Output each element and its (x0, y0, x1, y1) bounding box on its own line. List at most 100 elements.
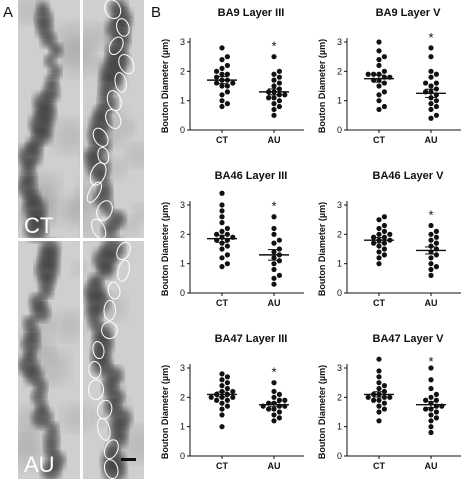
data-point (224, 261, 230, 267)
data-point (219, 264, 225, 270)
data-point (376, 249, 382, 255)
data-point (381, 383, 387, 389)
data-point (214, 231, 220, 237)
data-point (224, 89, 230, 95)
y-tick-label: 2 (337, 66, 342, 76)
y-tick-label: 0 (180, 451, 185, 461)
data-point (214, 80, 220, 86)
data-point (219, 45, 225, 51)
chart-svg: BA46 Layer V Bouton Diameter (µm) 0 1 2 3 CT AU… (317, 170, 461, 308)
data-point (376, 397, 382, 403)
data-point (276, 103, 282, 110)
data-point (433, 234, 439, 240)
data-point (376, 98, 382, 104)
y-tick-label: 2 (337, 392, 342, 402)
chart-svg: BA9 Layer V Bouton Diameter (µm) 0 1 2 3 CT AU * (317, 7, 461, 145)
chart-ba46-layer-iii: BA46 Layer III Bouton Diameter (µm) 0 1 2 3 CT… (158, 165, 318, 315)
x-tick-label-au: AU (425, 461, 438, 471)
x-tick-label-ct: CT (373, 298, 385, 308)
chart-ba47-layer-iii: BA47 Layer III Bouton Diameter (µm) 0 1 2 3 CT… (158, 328, 318, 478)
chart-ba47-layer-v: BA47 Layer V Bouton Diameter (µm) 0 1 2 3 CT AU… (315, 328, 474, 478)
data-point (387, 231, 393, 237)
micrograph-label-au: AU (24, 452, 55, 477)
data-point (271, 83, 277, 89)
data-point (428, 54, 434, 60)
y-tick-label: 1 (180, 96, 185, 106)
data-point (271, 106, 277, 113)
y-axis-label: Bouton Diameter (µm) (160, 365, 170, 459)
data-point (224, 71, 230, 77)
x-tick-label-au: AU (425, 135, 438, 145)
data-point (371, 71, 377, 77)
data-point (214, 397, 220, 403)
data-point (423, 80, 429, 86)
chart-svg: BA47 Layer V Bouton Diameter (µm) 0 1 2 3 CT AU… (317, 333, 461, 471)
y-tick-label: 2 (180, 229, 185, 239)
y-tick-label: 1 (337, 422, 342, 432)
y-axis-label: Bouton Diameter (µm) (160, 39, 170, 133)
y-tick-label: 0 (337, 451, 342, 461)
data-point (276, 409, 282, 415)
data-point (224, 101, 230, 107)
data-point (376, 418, 382, 424)
data-point (376, 409, 382, 415)
data-point (271, 71, 277, 77)
data-point (219, 255, 225, 261)
y-tick-label: 2 (180, 392, 185, 402)
data-point (219, 394, 225, 400)
data-point (224, 374, 230, 380)
data-point (433, 80, 439, 86)
data-point (276, 237, 282, 243)
data-point (428, 101, 434, 107)
data-point (271, 240, 277, 246)
y-tick-label: 0 (337, 125, 342, 135)
data-point (433, 240, 439, 246)
data-point (271, 281, 277, 287)
data-point (428, 115, 434, 121)
data-point (428, 231, 434, 237)
data-point (376, 231, 382, 237)
data-point (219, 208, 225, 214)
data-point (381, 406, 387, 412)
y-tick-label: 1 (337, 259, 342, 269)
data-point (271, 101, 277, 107)
data-point (276, 272, 282, 278)
y-tick-label: 3 (180, 363, 185, 373)
panel-a-letter: A (3, 4, 14, 21)
data-point (219, 246, 225, 252)
data-point (271, 394, 277, 400)
data-point (271, 388, 277, 395)
data-point (428, 237, 434, 243)
data-point (271, 95, 277, 101)
data-point (219, 71, 225, 77)
data-point (266, 406, 272, 412)
data-point (219, 388, 225, 395)
y-axis-label: Bouton Diameter (µm) (160, 202, 170, 296)
data-point (271, 214, 277, 220)
data-point (365, 71, 371, 77)
data-point (224, 231, 230, 237)
data-point (276, 397, 282, 403)
data-point (376, 57, 382, 63)
data-point (381, 89, 387, 95)
y-tick-label: 0 (337, 288, 342, 298)
data-point (219, 65, 225, 71)
data-point (428, 68, 434, 74)
data-point (376, 92, 382, 98)
data-point (276, 74, 282, 80)
x-tick-label-au: AU (268, 298, 281, 308)
data-point (381, 222, 387, 229)
data-point (381, 252, 387, 258)
data-point (219, 202, 225, 208)
y-tick-label: 1 (180, 422, 185, 432)
data-point (381, 68, 387, 74)
data-point (376, 374, 382, 380)
data-point (219, 400, 225, 406)
data-point (433, 415, 439, 421)
data-point (428, 365, 434, 371)
chart-ba46-layer-v: BA46 Layer V Bouton Diameter (µm) 0 1 2 3 CT AU… (315, 165, 474, 315)
y-tick-label: 2 (180, 66, 185, 76)
data-point (365, 394, 371, 400)
x-tick-label-ct: CT (216, 298, 228, 308)
x-tick-label-ct: CT (216, 461, 228, 471)
